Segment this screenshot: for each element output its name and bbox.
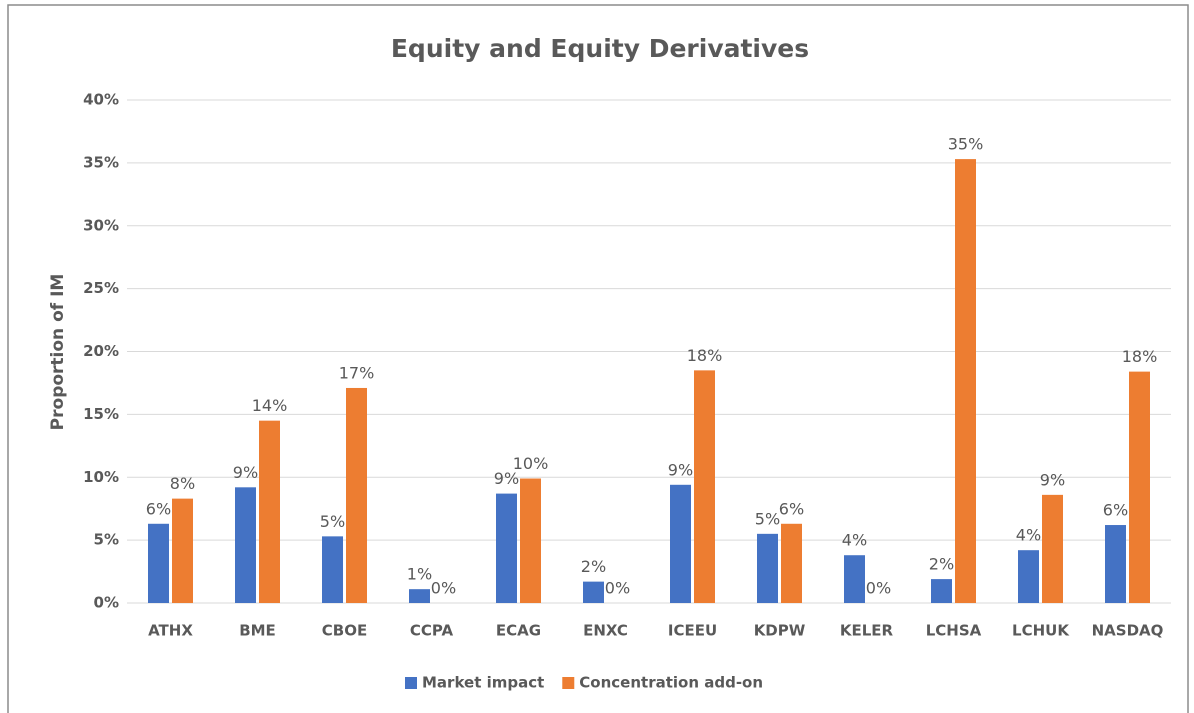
value-label: 1% [407, 565, 432, 584]
legend-swatch [562, 677, 575, 689]
bar [409, 589, 430, 603]
value-label: 9% [494, 469, 519, 488]
y-tick-label: 5% [94, 531, 119, 549]
bar [1129, 371, 1150, 603]
value-label: 8% [170, 474, 195, 493]
value-label: 9% [1040, 470, 1065, 489]
bar [496, 493, 517, 603]
bar [583, 581, 604, 603]
x-tick-label: ICEEU [668, 622, 717, 640]
y-tick-label: 15% [83, 405, 119, 423]
x-tick-label: KELER [840, 622, 894, 640]
bar [781, 523, 802, 603]
bar [844, 555, 865, 603]
value-label: 9% [233, 463, 258, 482]
bar [172, 498, 193, 603]
value-label: 18% [1122, 347, 1158, 366]
value-label: 5% [320, 512, 345, 531]
y-tick-label: 0% [94, 594, 119, 612]
chart-title: Equity and Equity Derivatives [391, 34, 809, 63]
bar [955, 159, 976, 604]
value-label: 6% [146, 499, 171, 518]
bar [148, 523, 169, 603]
y-tick-label: 35% [83, 153, 119, 171]
x-tick-label: KDPW [754, 622, 806, 640]
x-tick-label: ECAG [496, 622, 541, 640]
x-tick-label: LCHSA [926, 622, 982, 640]
y-tick-label: 25% [83, 279, 119, 297]
bar [931, 579, 952, 603]
chart-border [7, 4, 1189, 713]
value-label: 2% [581, 557, 606, 576]
legend-swatch [405, 677, 417, 689]
bar [259, 420, 280, 603]
value-label: 0% [605, 579, 630, 598]
value-label: 4% [842, 531, 867, 550]
x-tick-label: NASDAQ [1092, 622, 1164, 640]
bar [670, 484, 691, 603]
y-tick-label: 20% [83, 342, 119, 360]
legend-label: Concentration add-on [579, 674, 763, 692]
y-axis-label: Proportion of IM [48, 274, 68, 431]
value-label: 17% [339, 363, 375, 382]
x-tick-label: BME [239, 622, 276, 640]
value-label: 2% [929, 555, 954, 574]
bar [757, 533, 778, 603]
bar [520, 478, 541, 603]
value-label: 6% [779, 499, 804, 518]
x-tick-label: ATHX [148, 622, 193, 640]
value-label: 0% [866, 579, 891, 598]
value-label: 35% [948, 135, 984, 154]
bar [1105, 525, 1126, 603]
value-label: 5% [755, 509, 780, 528]
y-tick-label: 30% [83, 216, 119, 234]
value-label: 10% [513, 454, 549, 473]
value-label: 18% [687, 346, 723, 365]
x-tick-label: CCPA [410, 622, 454, 640]
x-tick-label: CBOE [322, 622, 367, 640]
value-label: 14% [252, 396, 288, 415]
bar [1042, 494, 1063, 603]
bar [235, 487, 256, 603]
y-tick-label: 40% [83, 91, 119, 109]
value-label: 0% [431, 579, 456, 598]
value-label: 9% [668, 460, 693, 479]
bar [694, 370, 715, 603]
x-tick-label: LCHUK [1012, 622, 1070, 640]
bar [1018, 550, 1039, 603]
y-tick-label: 10% [83, 468, 119, 486]
x-tick-label: ENXC [583, 622, 628, 640]
value-label: 4% [1016, 526, 1041, 545]
bar [346, 387, 367, 603]
value-label: 6% [1103, 501, 1128, 520]
legend-label: Market impact [422, 674, 544, 692]
bar [322, 536, 343, 603]
